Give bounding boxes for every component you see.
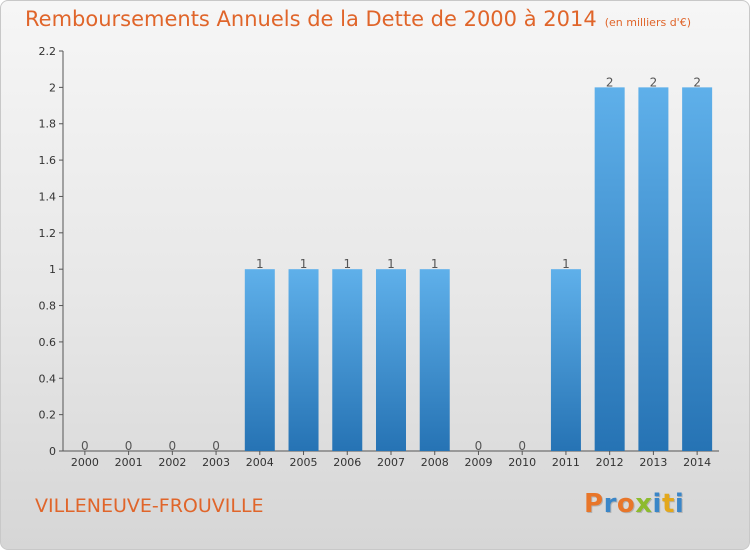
data-label: 1 [256,257,264,271]
y-tick-label: 0.8 [39,300,57,313]
data-label: 2 [650,75,658,89]
x-tick-label: 2011 [552,456,580,469]
y-tick-label: 1.6 [39,154,57,167]
y-tick-label: 1.4 [39,190,57,203]
data-label: 1 [562,257,570,271]
logo-letter: o [616,489,636,519]
x-tick-label: 2002 [158,456,186,469]
x-tick-label: 2012 [596,456,624,469]
y-tick-label: 1.2 [39,227,57,240]
logo-letter: r [603,489,617,519]
data-label: 0 [81,439,89,453]
logo-letter: x [635,489,653,519]
data-label: 2 [606,75,614,89]
bar [376,269,406,451]
proxiti-logo: Proxiti [584,489,684,519]
x-tick-label: 2003 [202,456,230,469]
y-tick-label: 0.4 [39,372,57,385]
y-tick-label: 0.6 [39,336,57,349]
y-tick-label: 2.2 [39,45,57,58]
y-tick-label: 1 [49,263,56,276]
commune-name: VILLENEUVE-FROUVILLE [35,495,264,517]
logo-letter: i [652,489,662,519]
x-tick-label: 2014 [683,456,711,469]
bar [419,269,450,451]
chart-unit-note: (en milliers d'€) [604,16,691,29]
data-label: 0 [212,439,220,453]
x-tick-label: 2013 [639,456,667,469]
bar [682,87,713,451]
bar [638,87,669,451]
y-tick-label: 2 [49,81,56,94]
chart-title: Remboursements Annuels de la Dette de 20… [25,7,691,31]
x-tick-label: 2004 [246,456,274,469]
chart-title-text: Remboursements Annuels de la Dette de 20… [25,7,597,31]
x-tick-label: 2006 [333,456,361,469]
y-tick-label: 0.2 [39,409,57,422]
x-tick-label: 2007 [377,456,405,469]
bar [332,269,363,451]
x-tick-label: 2010 [508,456,536,469]
data-label: 0 [518,439,526,453]
x-tick-label: 2000 [71,456,99,469]
bar-chart: 00.20.40.60.811.21.41.61.822.20200002001… [39,45,719,469]
x-tick-label: 2008 [421,456,449,469]
bar [594,87,625,451]
data-label: 1 [387,257,395,271]
data-label: 0 [125,439,133,453]
logo-letter: P [584,489,604,519]
data-label: 1 [343,257,351,271]
x-tick-label: 2001 [115,456,143,469]
x-tick-label: 2009 [464,456,492,469]
logo-letter: i [674,489,685,519]
data-label: 0 [169,439,177,453]
bar [244,269,275,451]
logo-letter: t [661,489,675,519]
y-tick-label: 0 [49,445,56,458]
data-label: 1 [300,257,308,271]
data-label: 1 [431,257,439,271]
bar [288,269,319,451]
data-label: 0 [475,439,483,453]
x-tick-label: 2005 [290,456,318,469]
y-tick-label: 1.8 [39,118,57,131]
data-label: 2 [693,75,701,89]
bar [550,269,581,451]
